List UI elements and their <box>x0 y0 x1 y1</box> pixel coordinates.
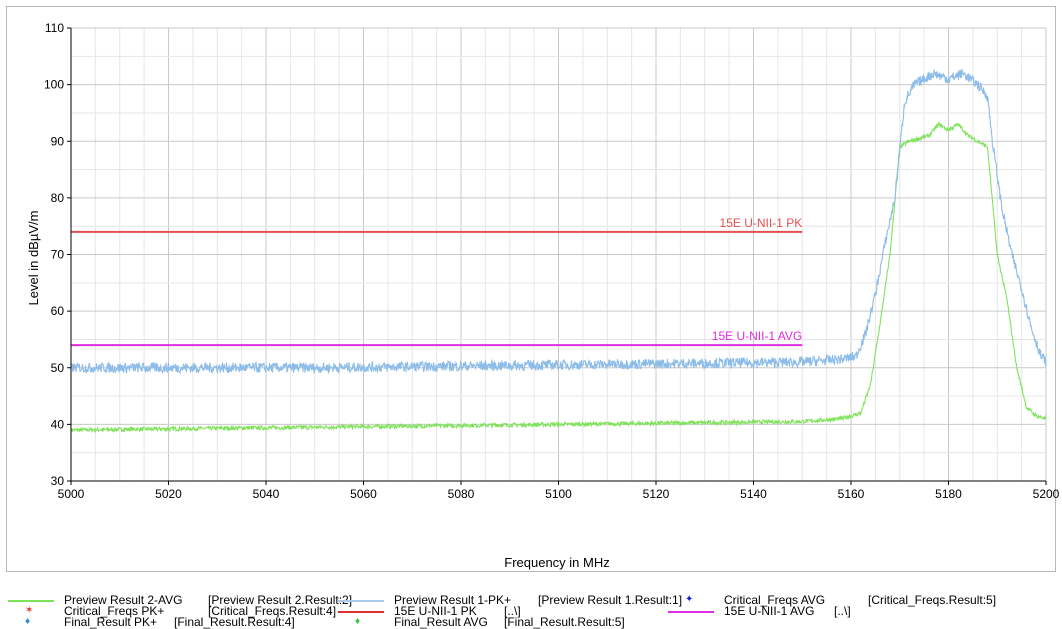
y-tick-label: 50 <box>51 361 65 375</box>
legend-line-swatch <box>668 611 714 613</box>
legend-item: 15E U-NII-1 AVG [..\] <box>668 605 988 617</box>
legend-label: Critical_Freqs AVG <box>724 593 826 607</box>
limit-lines: 15E U-NII-1 PK 15E U-NII-1 AVG <box>71 216 803 347</box>
y-tick-label: 60 <box>51 304 65 318</box>
legend-item: ♦ Final_Result AVG [Final_Result.Result:5] <box>338 616 658 628</box>
legend-item: ✦ Critical_Freqs AVG [Critical_Freqs.Resul… <box>668 593 996 607</box>
legend-reference: [Preview Result 2.Result:2] <box>208 593 353 607</box>
legend-label: 15E U-NII-1 AVG <box>724 604 815 618</box>
x-axis-label: Frequency in MHz <box>504 555 609 570</box>
x-tick-label: 5120 <box>643 487 670 501</box>
legend-reference: [Final_Result.Result:5] <box>504 615 625 629</box>
limit-line-label: 15E U-NII-1 AVG <box>712 329 802 343</box>
legend-label: Preview Result 2-AVG <box>64 593 183 607</box>
emission-chart: 15E U-NII-1 PK 15E U-NII-1 AVG 5000 5020 50… <box>26 21 1060 570</box>
legend-line-swatch <box>338 611 384 613</box>
legend-label: Preview Result 1-PK+ <box>394 593 512 607</box>
y-tick-label: 110 <box>45 21 64 35</box>
x-tick-label: 5100 <box>545 487 572 501</box>
legend-reference: [..\] <box>504 604 521 618</box>
legend-label: Final_Result AVG <box>394 615 488 629</box>
y-axis-label: Level in dBµV/m <box>26 211 41 306</box>
x-tick-label: 5160 <box>838 487 865 501</box>
chart-frame <box>6 6 1056 572</box>
y-tick-label: 100 <box>44 78 64 92</box>
legend-item: 15E U-NII-1 PK [..\] <box>338 605 658 617</box>
x-tick-label: 5040 <box>253 487 280 501</box>
y-tick-label: 40 <box>51 417 65 431</box>
legend-item: ✶ Critical_Freqs PK+ [Critical_Freqs.Resul… <box>8 604 336 618</box>
series-line <box>70 121 1047 434</box>
legend-item: Preview Result 1-PK+ [Preview Result 1.Re… <box>338 593 682 607</box>
x-tick-label: 5080 <box>448 487 475 501</box>
legend-line-swatch <box>338 600 384 602</box>
y-tick-label: 30 <box>51 474 65 488</box>
legend-item: Preview Result 2-AVG [Preview Result 2.Re… <box>8 593 352 607</box>
legend-reference: [Final_Result.Result:4] <box>174 615 295 629</box>
limit-line-label: 15E U-NII-1 PK <box>720 216 803 230</box>
grid <box>70 27 1047 482</box>
legend-marker-icon: ✶ <box>25 605 34 616</box>
x-tick-label: 5140 <box>740 487 767 501</box>
x-tick-label: 5060 <box>350 487 377 501</box>
y-tick-label: 70 <box>51 248 65 262</box>
legend-reference: [..\] <box>834 604 851 618</box>
legend-reference: [Critical_Freqs.Result:4] <box>208 604 337 618</box>
legend-marker-icon: ♦ <box>355 616 361 627</box>
axes: 5000 5020 5040 5060 5080 5100 5120 5140 5160 5180… <box>44 21 1060 501</box>
legend: Preview Result 2-AVG [Preview Result 2.Re… <box>0 594 1062 628</box>
legend-reference: [Critical_Freqs.Result:5] <box>868 593 997 607</box>
x-tick-label: 5200 <box>1033 487 1060 501</box>
legend-marker-icon: ✦ <box>685 594 694 605</box>
legend-label: Final_Result PK+ <box>64 615 158 629</box>
legend-line-swatch <box>8 600 54 602</box>
legend-label: 15E U-NII-1 PK <box>394 604 477 618</box>
legend-item: ♦ Final_Result PK+ [Final_Result.Result:4] <box>8 616 328 628</box>
y-tick-label: 90 <box>51 134 65 148</box>
series-layer <box>70 68 1047 434</box>
legend-label: Critical_Freqs PK+ <box>64 604 165 618</box>
y-tick-label: 80 <box>51 191 65 205</box>
series-line <box>70 68 1047 375</box>
x-tick-label: 5180 <box>935 487 962 501</box>
x-tick-label: 5020 <box>155 487 182 501</box>
legend-marker-icon: ♦ <box>25 616 31 627</box>
x-tick-label: 5000 <box>58 487 85 501</box>
legend-reference: [Preview Result 1.Result:1] <box>538 593 683 607</box>
